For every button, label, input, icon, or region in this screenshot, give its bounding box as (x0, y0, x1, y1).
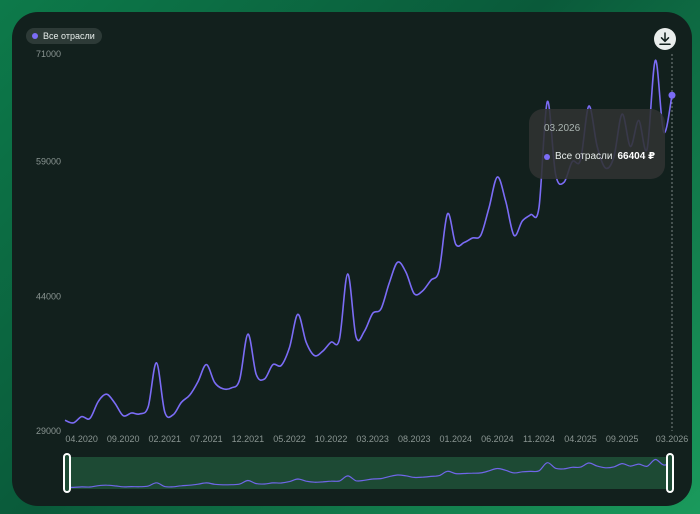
legend-dot-icon (32, 33, 38, 39)
x-tick-label: 05.2022 (273, 434, 306, 444)
tooltip-value: 66404 ₽ (617, 151, 656, 162)
y-axis: 29000 44000 59000 71000 (36, 49, 61, 436)
y-tick-label: 29000 (36, 426, 61, 436)
download-icon (659, 32, 671, 46)
x-tick-label: 10.2022 (315, 434, 348, 444)
tooltip-row: Все отрасли 66404 ₽ (544, 151, 655, 162)
legend-item-all-industries[interactable]: Все отрасли (26, 28, 102, 44)
series-point-current[interactable] (668, 91, 676, 99)
x-axis: 04.2020 09.2020 02.2021 07.2021 12.2021 05.20… (65, 434, 688, 444)
x-tick-label: 09.2020 (107, 434, 140, 444)
tooltip-dot-icon (544, 153, 550, 160)
y-tick-label: 59000 (36, 157, 61, 167)
x-tick-label: 09.2025 (606, 434, 639, 444)
x-tick-label: 12.2021 (232, 434, 265, 444)
tooltip-series: Все отрасли (555, 151, 613, 162)
range-navigator-selection[interactable] (64, 457, 672, 489)
tooltip-date: 03.2026 (544, 123, 581, 134)
x-tick-label: 07.2021 (190, 434, 223, 444)
x-tick-label: 02.2021 (149, 434, 182, 444)
x-tick-label: 08.2023 (398, 434, 431, 444)
x-tick-label: 04.2020 (65, 434, 98, 444)
x-tick-label: 04.2025 (564, 434, 597, 444)
x-tick-label: 03.2026 (656, 434, 689, 444)
x-tick-label: 03.2023 (356, 434, 389, 444)
range-handle-left[interactable] (63, 453, 71, 493)
x-tick-label: 06.2024 (481, 434, 514, 444)
x-tick-label: 01.2024 (440, 434, 473, 444)
range-navigator-line (64, 458, 673, 489)
y-tick-label: 44000 (36, 291, 61, 301)
chart-card: Все отрасли 29000 44000 59000 71000 04.2020… (12, 12, 692, 506)
chart-tooltip: 03.2026 Все отрасли 66404 ₽ (529, 109, 665, 179)
x-tick-label: 11.2024 (523, 434, 555, 444)
y-tick-label: 71000 (36, 49, 61, 59)
line-chart[interactable]: 29000 44000 59000 71000 04.2020 09.2020 02.20… (12, 12, 692, 506)
download-button[interactable] (654, 28, 676, 50)
legend-label: Все отрасли (43, 31, 95, 41)
range-handle-right[interactable] (666, 453, 674, 493)
